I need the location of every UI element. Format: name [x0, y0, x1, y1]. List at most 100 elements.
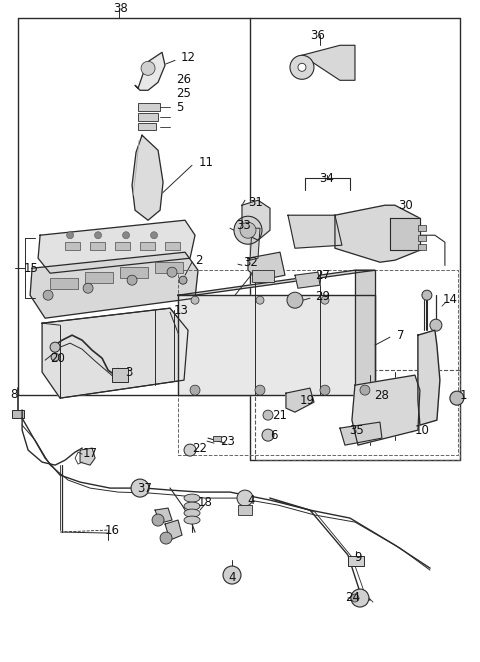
Text: 3: 3 [125, 365, 132, 379]
Polygon shape [132, 135, 163, 220]
Text: 2: 2 [195, 254, 203, 267]
Circle shape [450, 391, 464, 405]
Circle shape [184, 444, 196, 456]
Circle shape [351, 594, 359, 602]
Text: 16: 16 [105, 524, 120, 537]
Circle shape [255, 385, 265, 395]
Circle shape [237, 490, 253, 506]
Circle shape [179, 276, 187, 284]
Circle shape [191, 296, 199, 304]
Text: 6: 6 [270, 428, 277, 442]
Polygon shape [80, 448, 95, 465]
Bar [255, 370, 460, 460]
Text: 20: 20 [50, 352, 65, 365]
Text: 11: 11 [199, 156, 214, 169]
Circle shape [263, 410, 273, 420]
Circle shape [122, 232, 130, 239]
Bar [65, 242, 80, 250]
Bar [12, 410, 24, 418]
Text: 37: 37 [137, 481, 152, 495]
Ellipse shape [184, 502, 200, 510]
Bar [418, 244, 426, 250]
Circle shape [234, 216, 262, 244]
Circle shape [83, 283, 93, 293]
Circle shape [351, 589, 369, 607]
Bar [138, 123, 156, 130]
Text: 10: 10 [415, 424, 430, 437]
Text: 38: 38 [113, 2, 128, 15]
Polygon shape [242, 200, 270, 240]
Polygon shape [30, 252, 198, 318]
Text: 7: 7 [397, 328, 405, 342]
Text: 4: 4 [247, 494, 254, 506]
Polygon shape [250, 228, 260, 260]
Circle shape [151, 232, 157, 239]
Text: 13: 13 [174, 304, 189, 316]
Bar [140, 242, 155, 250]
Text: 36: 36 [310, 29, 325, 42]
Polygon shape [248, 252, 285, 280]
Circle shape [360, 385, 370, 395]
Circle shape [287, 292, 303, 308]
Polygon shape [165, 520, 182, 540]
Circle shape [262, 429, 274, 441]
Text: 29: 29 [315, 290, 330, 303]
Polygon shape [352, 375, 420, 445]
Text: 24: 24 [345, 591, 360, 604]
Text: 12: 12 [181, 51, 196, 64]
Bar [418, 225, 426, 231]
Circle shape [152, 514, 164, 526]
Text: 26: 26 [176, 73, 191, 86]
Circle shape [320, 385, 330, 395]
Text: 34: 34 [319, 171, 334, 185]
Circle shape [141, 62, 155, 75]
Circle shape [67, 232, 73, 239]
Text: 25: 25 [176, 87, 191, 100]
Text: 28: 28 [374, 389, 389, 402]
Polygon shape [302, 45, 355, 80]
Bar [85, 272, 113, 283]
Ellipse shape [184, 516, 200, 524]
Bar [213, 436, 221, 441]
Polygon shape [42, 308, 188, 398]
Circle shape [430, 319, 442, 331]
Bar [418, 235, 426, 241]
Circle shape [422, 290, 432, 300]
Circle shape [167, 267, 177, 277]
Polygon shape [286, 388, 314, 412]
Text: 22: 22 [192, 442, 207, 455]
Text: 8: 8 [10, 388, 17, 401]
Bar [348, 556, 364, 566]
Text: 33: 33 [236, 218, 251, 232]
Text: 30: 30 [398, 199, 413, 212]
Bar [165, 242, 180, 250]
Polygon shape [335, 205, 420, 262]
Ellipse shape [184, 494, 200, 502]
Circle shape [95, 232, 102, 239]
Polygon shape [288, 215, 342, 248]
Text: 35: 35 [349, 424, 364, 437]
Polygon shape [390, 218, 420, 250]
Bar [115, 242, 130, 250]
Polygon shape [135, 52, 165, 90]
Circle shape [290, 56, 314, 79]
Polygon shape [340, 422, 382, 445]
Circle shape [321, 296, 329, 304]
Text: 19: 19 [300, 394, 315, 406]
Circle shape [160, 532, 172, 544]
Ellipse shape [184, 509, 200, 517]
Circle shape [127, 275, 137, 285]
Bar [155, 262, 183, 273]
Circle shape [43, 290, 53, 300]
Text: 31: 31 [248, 196, 263, 209]
Polygon shape [295, 272, 320, 288]
Text: 4: 4 [228, 571, 236, 583]
Text: 17: 17 [83, 447, 98, 459]
Bar [120, 267, 148, 278]
Polygon shape [418, 330, 440, 425]
Polygon shape [355, 270, 375, 395]
Text: 18: 18 [198, 496, 213, 508]
Polygon shape [178, 295, 375, 395]
Bar [138, 113, 158, 121]
Bar [252, 270, 274, 282]
